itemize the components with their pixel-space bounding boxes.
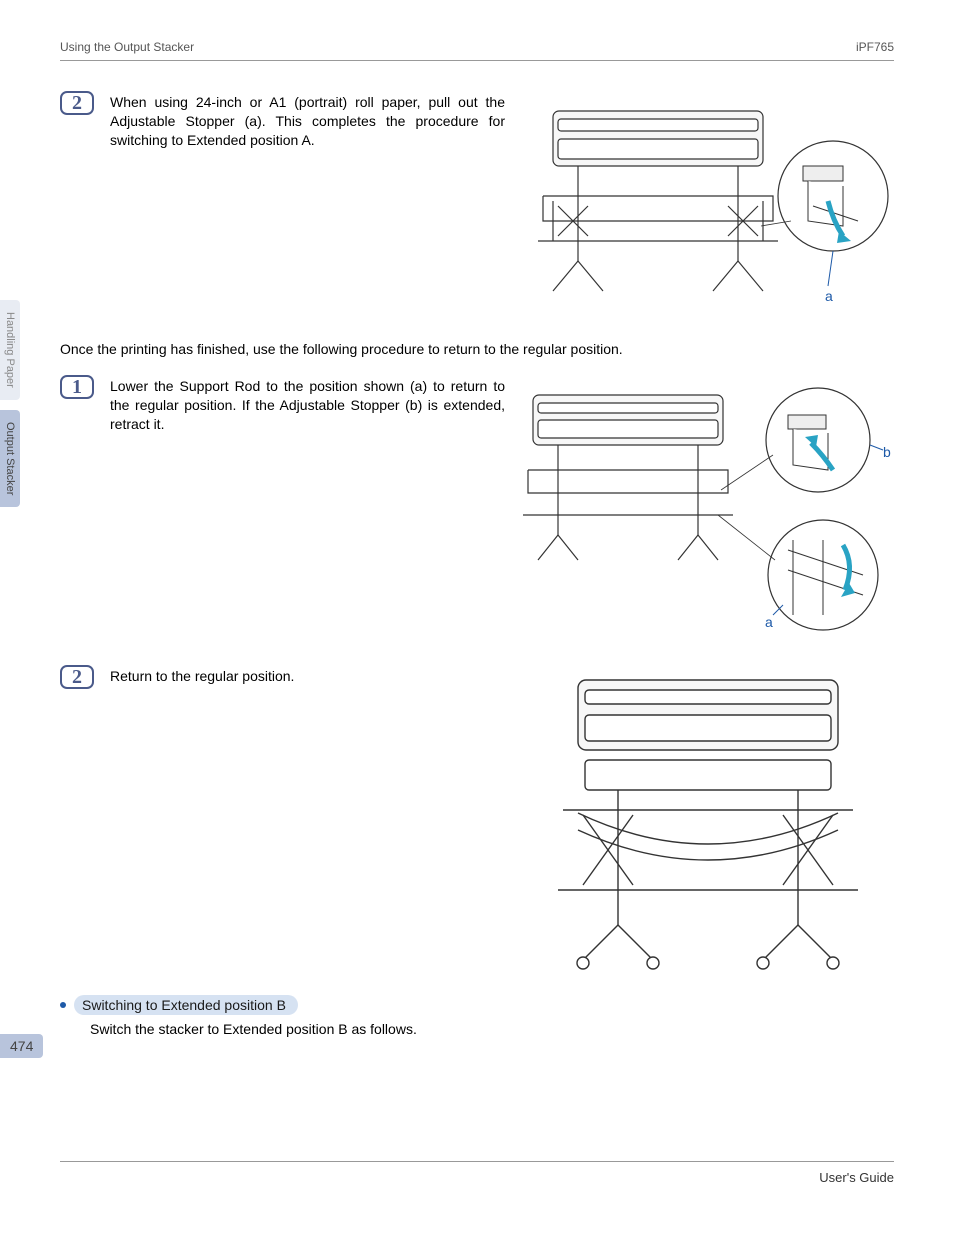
section-pill: Switching to Extended position B xyxy=(74,995,298,1015)
printer-diagram: a xyxy=(523,91,893,321)
step-number-badge: 2 xyxy=(60,91,94,115)
printer-diagram xyxy=(523,665,893,975)
section-title: Using the Output Stacker xyxy=(60,40,194,54)
step-row: 2 Return to the regular position. xyxy=(60,665,894,975)
step-row: 2 When using 24-inch or A1 (portrait) ro… xyxy=(60,91,894,321)
transition-text: Once the printing has finished, use the … xyxy=(60,341,894,357)
side-tab-output-stacker[interactable]: Output Stacker xyxy=(0,410,20,507)
step-number-badge: 2 xyxy=(60,665,94,689)
page-footer: User's Guide xyxy=(60,1161,894,1185)
footer-text: User's Guide xyxy=(819,1170,894,1185)
page-header: Using the Output Stacker iPF765 xyxy=(60,40,894,61)
callout-b: b xyxy=(883,444,891,460)
callout-a: a xyxy=(765,614,773,630)
step-text: Return to the regular position. xyxy=(110,665,505,975)
bullet-icon xyxy=(60,1002,66,1008)
printer-diagram: b a xyxy=(523,375,893,645)
step-text: When using 24-inch or A1 (portrait) roll… xyxy=(110,91,505,321)
step-text: Lower the Support Rod to the position sh… xyxy=(110,375,505,645)
next-section-subtitle: Switch the stacker to Extended position … xyxy=(90,1021,894,1037)
side-tab-handling-paper[interactable]: Handling Paper xyxy=(0,300,20,400)
page-number: 474 xyxy=(0,1034,43,1058)
callout-a: a xyxy=(825,288,833,304)
model-label: iPF765 xyxy=(856,40,894,54)
side-tabs: Handling Paper Output Stacker xyxy=(0,300,20,507)
step-number-badge: 1 xyxy=(60,375,94,399)
next-section-heading: Switching to Extended position B xyxy=(60,995,894,1015)
step-illustration: a xyxy=(521,91,894,321)
document-page: Using the Output Stacker iPF765 2 When u… xyxy=(0,0,954,1235)
step-row: 1 Lower the Support Rod to the position … xyxy=(60,375,894,645)
step-illustration xyxy=(521,665,894,975)
step-illustration: b a xyxy=(521,375,894,645)
